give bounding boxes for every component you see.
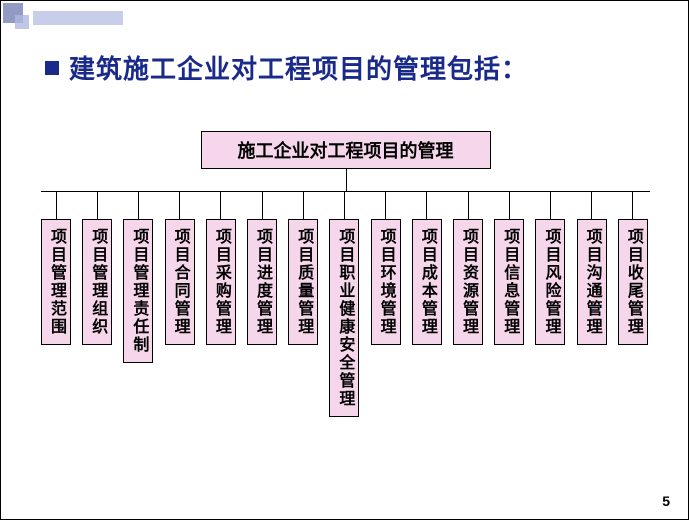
child-box: 项目管理范围 <box>41 219 71 345</box>
child-connector <box>550 191 551 219</box>
child-label: 项目信息管理 <box>501 228 517 336</box>
child-box: 项目成本管理 <box>412 219 442 345</box>
child-label: 项目成本管理 <box>419 228 435 336</box>
child-label: 项目收尾管理 <box>625 228 641 336</box>
child-label: 项目质量管理 <box>295 228 311 336</box>
child-label: 项目管理范围 <box>48 228 64 336</box>
child-connector <box>303 191 304 219</box>
child-node: 项目职业健康安全管理 <box>329 219 359 417</box>
child-connector <box>591 191 592 219</box>
child-box: 项目资源管理 <box>453 219 483 345</box>
child-label: 项目采购管理 <box>213 228 229 336</box>
child-node: 项目合同管理 <box>165 219 195 417</box>
child-label: 项目进度管理 <box>254 228 270 336</box>
child-connector <box>344 191 345 219</box>
child-node: 项目沟通管理 <box>577 219 607 417</box>
child-connector <box>632 191 633 219</box>
child-connector <box>385 191 386 219</box>
child-connector <box>468 191 469 219</box>
child-label: 项目管理组织 <box>89 228 105 336</box>
root-label: 施工企业对工程项目的管理 <box>238 137 454 163</box>
child-box: 项目信息管理 <box>494 219 524 345</box>
child-connector <box>509 191 510 219</box>
child-box: 项目合同管理 <box>165 219 195 345</box>
child-box: 项目收尾管理 <box>618 219 648 345</box>
child-label: 项目风险管理 <box>542 228 558 336</box>
corner-decoration <box>1 1 141 31</box>
child-node: 项目环境管理 <box>371 219 401 417</box>
child-node: 项目成本管理 <box>412 219 442 417</box>
heading-text: 建筑施工企业对工程项目的管理包括： <box>69 49 528 86</box>
children-row: 项目管理范围 项目管理组织 项目管理责任制 项目合同管理 项目采购管理 项目进度管理 项目质… <box>41 219 648 417</box>
child-node: 项目收尾管理 <box>618 219 648 417</box>
child-node: 项目风险管理 <box>535 219 565 417</box>
child-box: 项目管理组织 <box>82 219 112 345</box>
child-box: 项目风险管理 <box>535 219 565 345</box>
child-box: 项目采购管理 <box>206 219 236 345</box>
child-connector <box>179 191 180 219</box>
child-box: 项目职业健康安全管理 <box>329 219 359 417</box>
child-node: 项目管理范围 <box>41 219 71 417</box>
child-box: 项目沟通管理 <box>577 219 607 345</box>
child-box: 项目环境管理 <box>371 219 401 345</box>
child-label: 项目沟通管理 <box>584 228 600 336</box>
child-node: 项目进度管理 <box>247 219 277 417</box>
child-label: 项目管理责任制 <box>130 228 146 354</box>
child-label: 项目环境管理 <box>378 228 394 336</box>
child-node: 项目管理责任制 <box>123 219 153 417</box>
child-box: 项目质量管理 <box>288 219 318 345</box>
slide-heading: 建筑施工企业对工程项目的管理包括： <box>45 49 528 86</box>
child-node: 项目信息管理 <box>494 219 524 417</box>
org-diagram: 施工企业对工程项目的管理 <box>1 131 689 219</box>
child-label: 项目合同管理 <box>172 228 188 336</box>
child-connector <box>220 191 221 219</box>
child-label: 项目资源管理 <box>460 228 476 336</box>
child-connector <box>138 191 139 219</box>
child-node: 项目采购管理 <box>206 219 236 417</box>
bullet-icon <box>45 61 59 75</box>
child-node: 项目质量管理 <box>288 219 318 417</box>
root-node: 施工企业对工程项目的管理 <box>201 131 491 169</box>
child-connector <box>426 191 427 219</box>
child-node: 项目资源管理 <box>453 219 483 417</box>
child-box: 项目管理责任制 <box>123 219 153 363</box>
child-connector <box>262 191 263 219</box>
connector-lines <box>41 169 650 219</box>
page-number: 5 <box>662 493 670 509</box>
child-connector <box>56 191 57 219</box>
child-label: 项目职业健康安全管理 <box>336 228 352 408</box>
child-connector <box>97 191 98 219</box>
child-node: 项目管理组织 <box>82 219 112 417</box>
child-box: 项目进度管理 <box>247 219 277 345</box>
